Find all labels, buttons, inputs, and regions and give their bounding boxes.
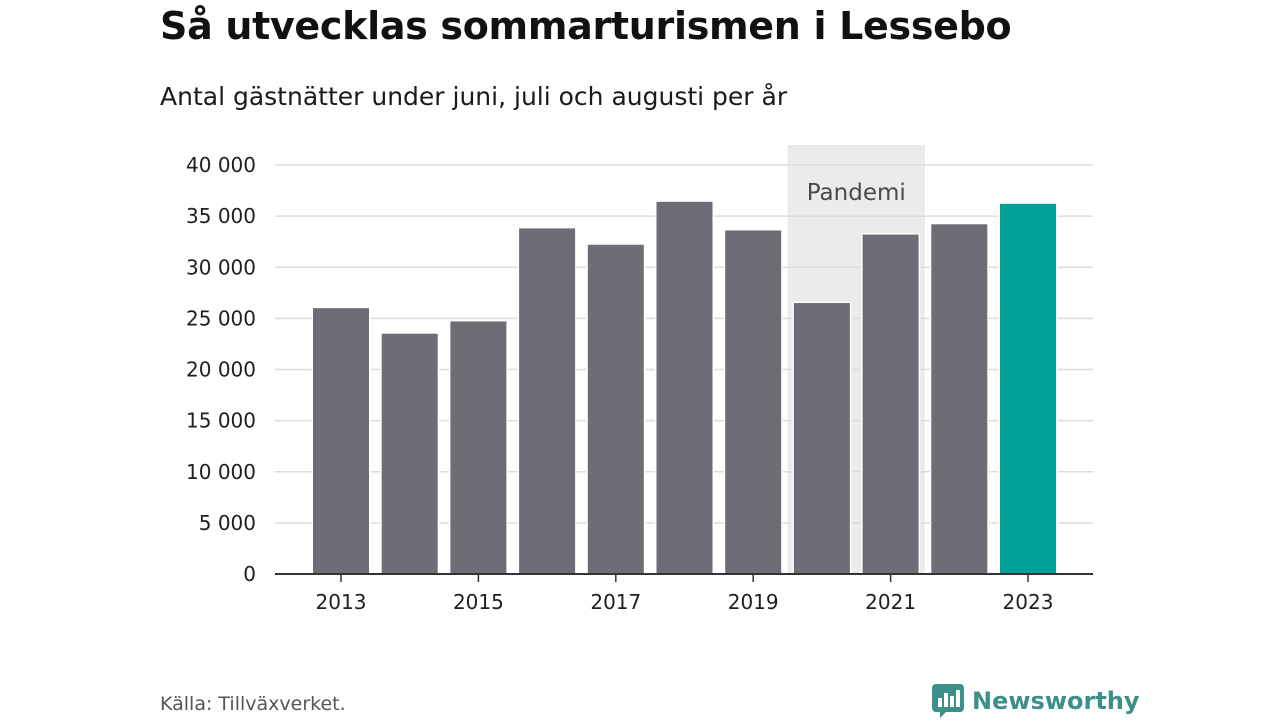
x-tick-label: 2015 xyxy=(453,590,504,614)
newsworthy-logo-icon xyxy=(932,684,964,718)
bar xyxy=(450,321,507,574)
brand-logo[interactable]: Newsworthy xyxy=(932,682,1140,720)
y-tick-label: 40 000 xyxy=(186,153,256,177)
annotation-label: Pandemi xyxy=(807,180,906,206)
x-tick-label: 2021 xyxy=(865,590,916,614)
y-tick-label: 5 000 xyxy=(199,511,256,535)
bar xyxy=(725,230,782,574)
x-tick-label: 2013 xyxy=(316,590,367,614)
bar xyxy=(793,303,850,574)
y-tick-label: 25 000 xyxy=(186,306,256,330)
x-tick-label: 2023 xyxy=(1003,590,1054,614)
bar xyxy=(587,244,644,574)
y-tick-label: 35 000 xyxy=(186,204,256,228)
x-tick-label: 2019 xyxy=(728,590,779,614)
bar xyxy=(519,228,576,574)
bar xyxy=(656,201,713,574)
x-tick-label: 2017 xyxy=(590,590,641,614)
bar xyxy=(931,224,988,574)
y-tick-label: 30 000 xyxy=(186,255,256,279)
y-tick-label: 0 xyxy=(243,562,256,586)
y-tick-label: 10 000 xyxy=(186,460,256,484)
y-tick-label: 20 000 xyxy=(186,358,256,382)
y-tick-label: 15 000 xyxy=(186,409,256,433)
bar xyxy=(381,333,438,574)
source-note: Källa: Tillväxverket. xyxy=(160,693,346,715)
brand-name: Newsworthy xyxy=(972,687,1140,715)
chart-title: Så utvecklas sommarturismen i Lessebo xyxy=(160,4,1012,48)
chart-subtitle: Antal gästnätter under juni, juli och au… xyxy=(160,82,788,111)
bar xyxy=(862,234,919,574)
bar xyxy=(313,308,369,574)
bar-chart: Pandemi 0 5 000 10 000 15 000 20 000 25 000 30 … xyxy=(186,145,1093,614)
bar xyxy=(1000,203,1056,575)
